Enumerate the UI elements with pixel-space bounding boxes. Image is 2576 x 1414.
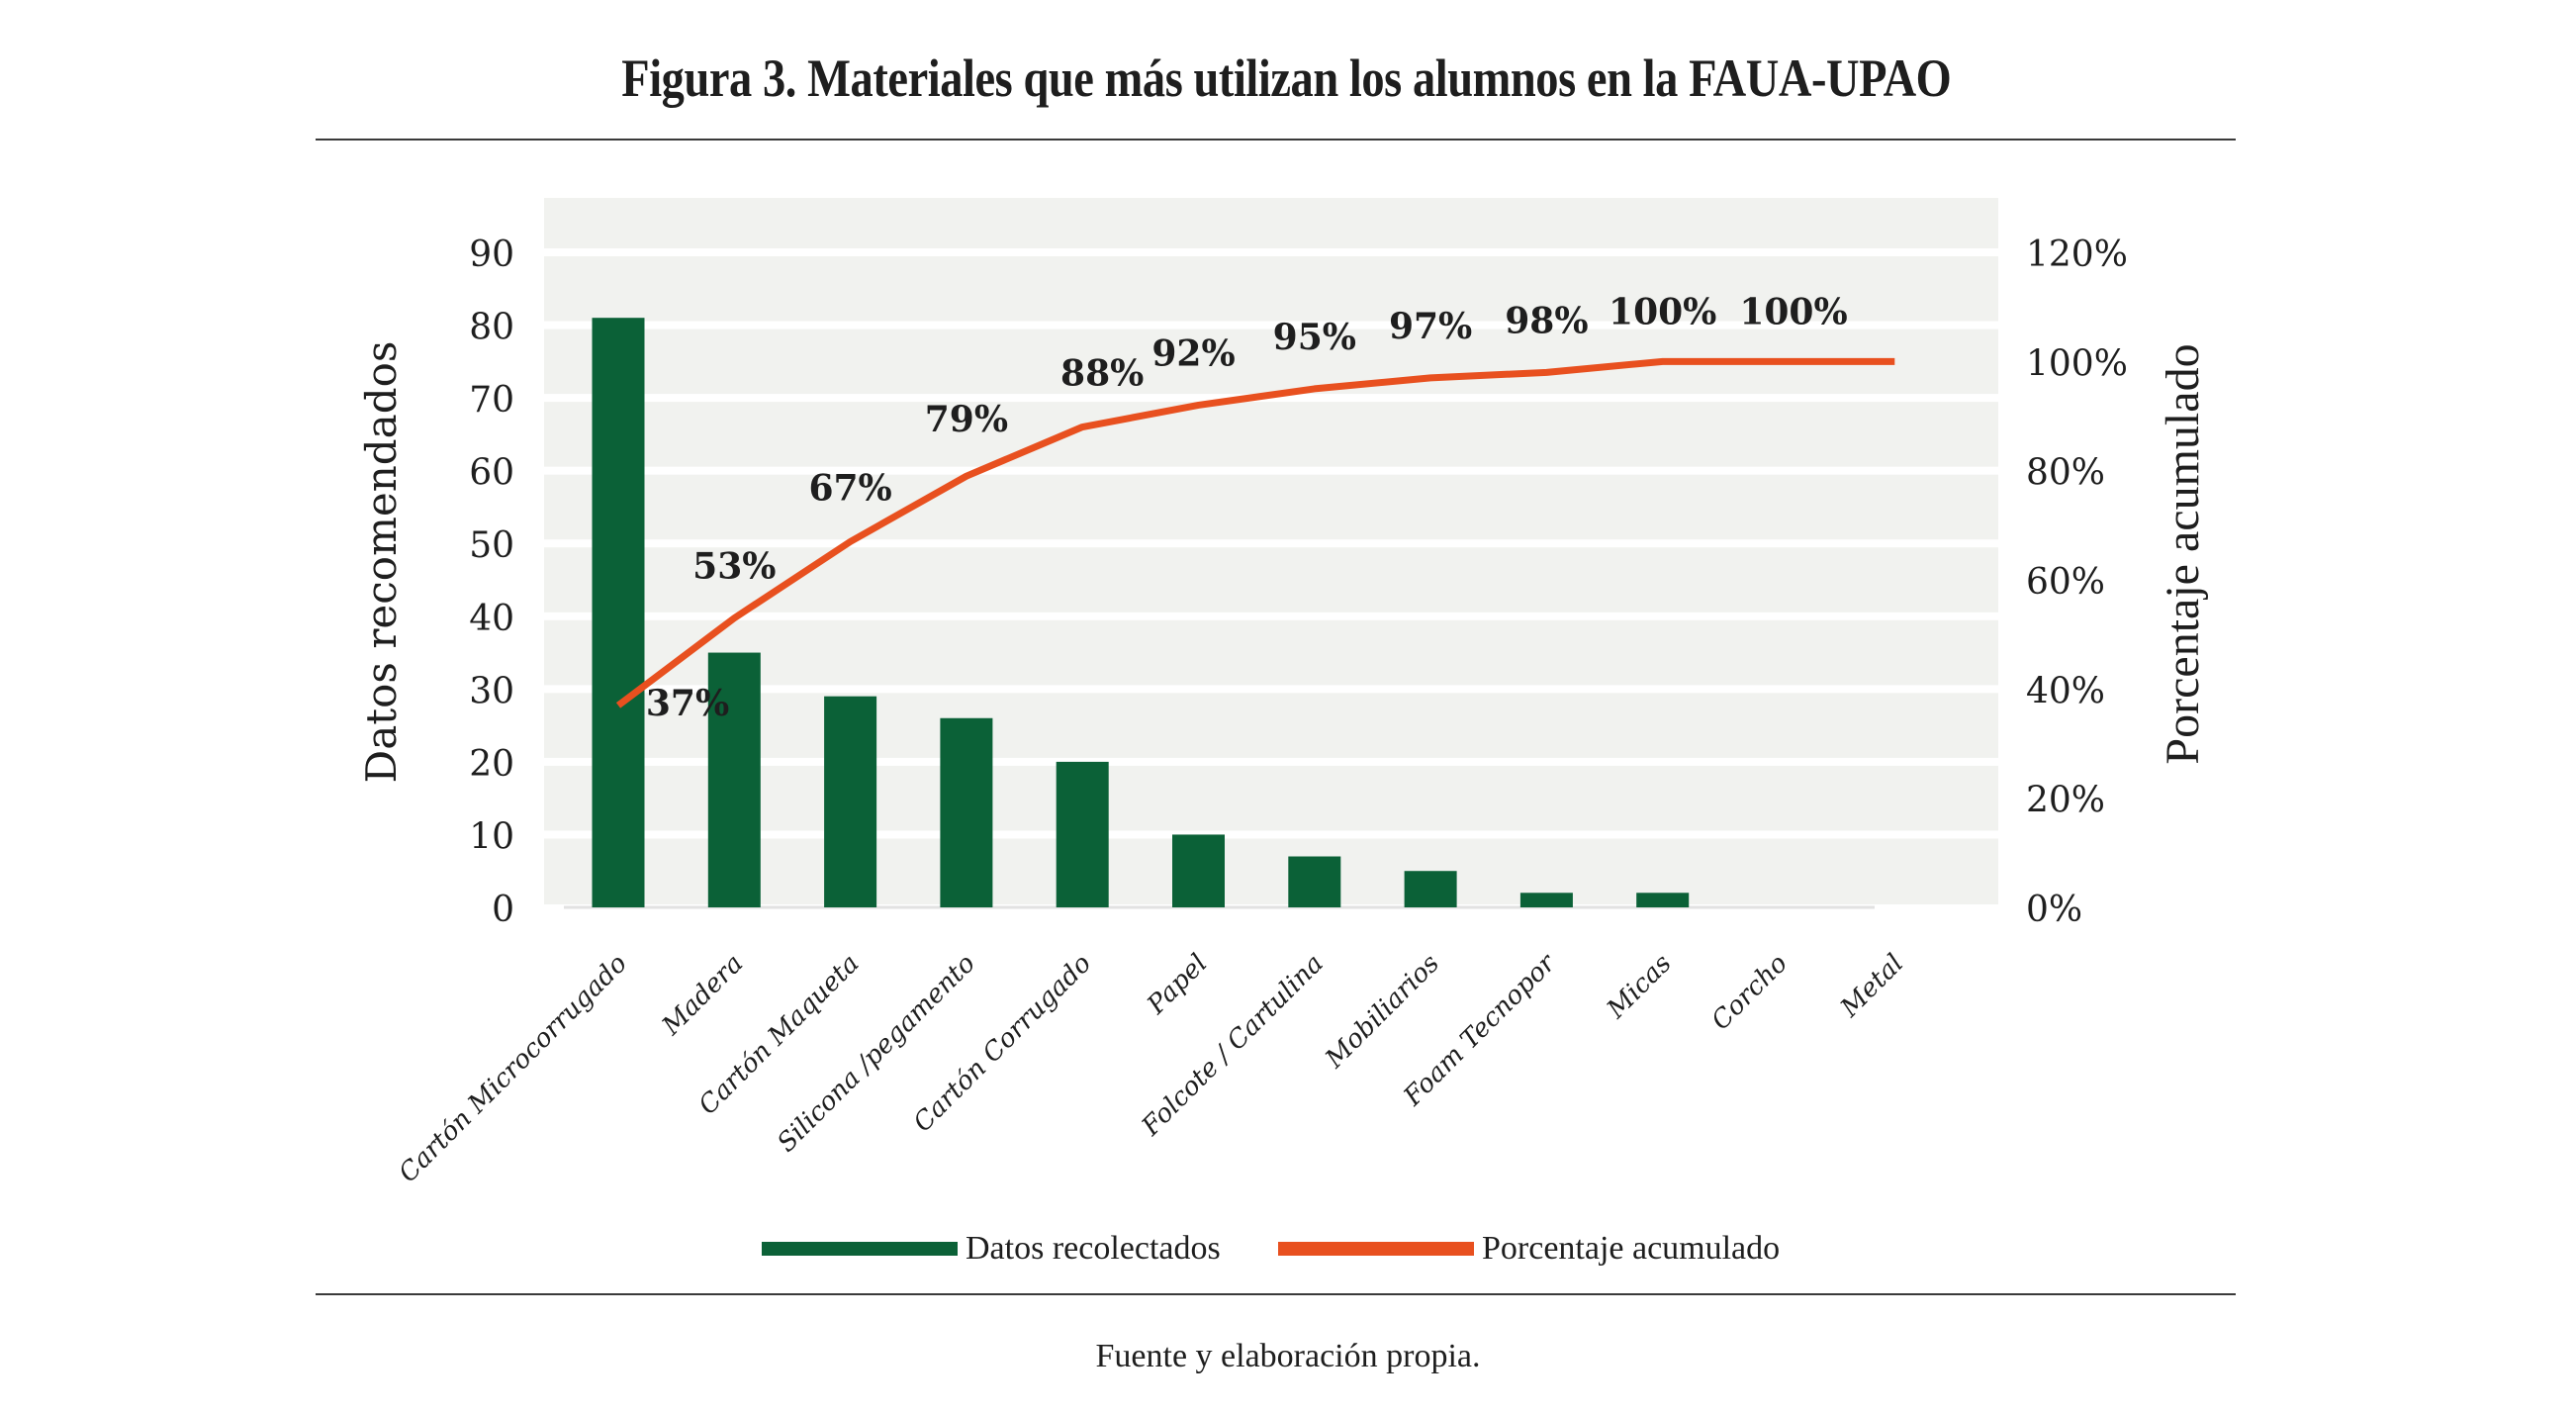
x-tick-label: Micas [1601,949,1677,1025]
gridline [544,612,1998,620]
y2-tick-label: 100% [2026,343,2128,384]
y-tick-label: 90 [469,235,514,275]
bar [1288,856,1341,907]
bar [1172,834,1225,907]
y2-tick-label: 40% [2026,671,2105,711]
data-label: 79% [925,399,1008,440]
x-tick-label: Cartón Microcorrugado [394,949,633,1188]
data-label: 53% [692,546,776,588]
y2-tick-label: 80% [2026,453,2105,494]
x-tick-label: Mobiliarios [1320,949,1445,1075]
y2-tick-label: 0% [2026,890,2082,930]
x-tick-label: Corcho [1706,949,1794,1036]
data-label: 67% [808,467,891,509]
gridline [544,466,1998,475]
y-tick-label: 0 [492,890,514,930]
data-label: 97% [1389,306,1472,347]
top-rule [316,139,2236,141]
bar [1519,893,1573,907]
legend-swatch-bars [762,1242,958,1256]
y2-tick-label: 60% [2026,562,2105,603]
data-label: 88% [1060,353,1144,395]
y-tick-label: 50 [469,525,514,566]
x-tick-label: Papel [1141,949,1213,1021]
y-tick-label: 10 [469,816,514,857]
legend-label-datos: Datos recolectados [966,1230,1221,1267]
data-label: 95% [1273,317,1356,358]
plot-background [544,198,1998,904]
y2-axis-ticks: 0% 20% 40% 60% 80% 100% 120% [2026,235,2128,930]
bar [707,652,761,907]
y-tick-label: 80 [469,308,514,348]
gridline [544,539,1998,548]
bar [1636,893,1690,907]
gridline [544,830,1998,839]
y2-tick-label: 20% [2026,781,2105,821]
gridline [544,757,1998,766]
gridline [544,321,1998,330]
x-tick-label: Metal [1834,949,1909,1024]
figure-title: Figura 3. Materiales que más utilizan lo… [621,48,1952,108]
y-tick-label: 60 [469,453,514,494]
x-tick-label: Silicona /pegamento [772,949,981,1159]
data-label: 37% [646,683,729,724]
bars [592,318,1690,907]
gridline [544,248,1998,256]
bar [592,318,645,907]
gridline [544,685,1998,694]
bar [1056,761,1109,907]
source-note: Fuente y elaboración propia. [1095,1338,1481,1374]
bar [940,717,993,907]
data-label: 100% [1739,291,1847,332]
y-axis-ticks: 0 10 20 30 40 50 60 70 80 90 [469,235,514,930]
y2-tick-label: 120% [2026,235,2128,275]
y-tick-label: 20 [469,744,514,785]
y-axis-title: Datos recomendados [357,341,406,784]
data-label: 92% [1151,332,1235,374]
bar [824,696,877,907]
bar [1404,871,1457,907]
bottom-rule [316,1293,2236,1295]
legend-swatch-line [1278,1242,1474,1256]
legend-item-porcentaje: Porcentaje acumulado [1278,1229,1780,1269]
data-label: 98% [1505,300,1588,341]
data-labels: 37% 53% 67% 79% 88% 92% 95% 97% 98% 100% 100% [646,291,1848,724]
legend-label-porcentaje: Porcentaje acumulado [1482,1230,1781,1267]
y-tick-label: 70 [469,380,514,421]
y-tick-label: 30 [469,671,514,711]
legend-item-datos: Datos recolectados [762,1229,1221,1269]
data-label: 100% [1609,291,1716,332]
y-tick-label: 40 [469,599,514,639]
x-tick-label: Madera [656,949,749,1042]
y2-axis-title: Porcentaje acumulado [2157,343,2209,764]
cumulative-line [615,357,1895,708]
